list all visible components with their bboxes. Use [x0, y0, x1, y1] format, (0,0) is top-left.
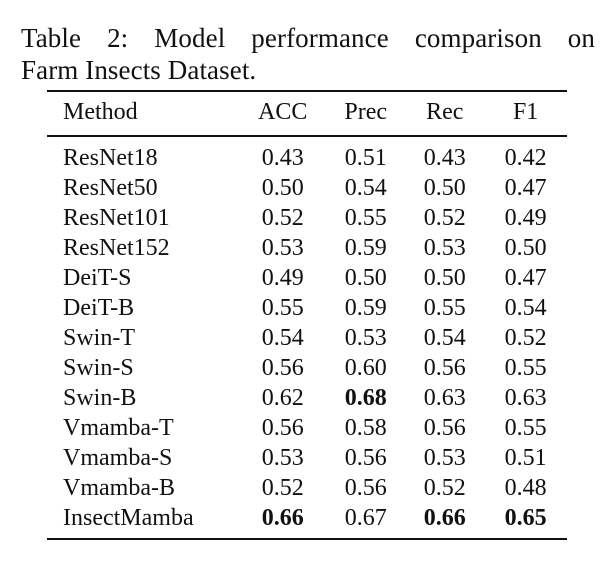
- cell-f1: 0.42: [504, 144, 547, 171]
- table-row: Vmamba-T 0.56 0.58 0.56 0.55: [47, 413, 567, 443]
- cell-f1: 0.54: [504, 294, 547, 321]
- cell-f1: 0.55: [504, 354, 547, 381]
- cell-method: DeiT-B: [63, 294, 135, 321]
- cell-rec: 0.43: [423, 144, 466, 171]
- table-row: DeiT-S 0.49 0.50 0.50 0.47: [47, 263, 567, 293]
- cell-method: Vmamba-S: [63, 444, 173, 471]
- table-body: ResNet18 0.43 0.51 0.43 0.42 ResNet50 0.50 0.54…: [47, 133, 567, 533]
- table-header-rule: [47, 135, 567, 137]
- cell-f1: 0.50: [504, 234, 547, 261]
- cell-prec: 0.54: [344, 174, 387, 201]
- cell-rec: 0.52: [423, 474, 466, 501]
- cell-prec: 0.59: [344, 234, 387, 261]
- cell-acc: 0.52: [261, 204, 304, 231]
- cell-acc: 0.52: [261, 474, 304, 501]
- cell-method: ResNet50: [63, 174, 158, 201]
- cell-method: InsectMamba: [63, 504, 194, 531]
- cell-method: Vmamba-B: [63, 474, 175, 501]
- caption-line-1: Table 2: Model performance comparison on: [21, 23, 595, 53]
- cell-acc: 0.53: [261, 444, 304, 471]
- cell-acc: 0.55: [261, 294, 304, 321]
- cell-acc: 0.56: [261, 414, 304, 441]
- cell-acc: 0.66: [261, 504, 304, 531]
- cell-acc: 0.49: [261, 264, 304, 291]
- cell-prec: 0.58: [344, 414, 387, 441]
- table-row: Swin-S 0.56 0.60 0.56 0.55: [47, 353, 567, 383]
- cell-rec: 0.50: [423, 174, 466, 201]
- cell-rec: 0.66: [423, 504, 466, 531]
- table-row: DeiT-B 0.55 0.59 0.55 0.54: [47, 293, 567, 323]
- column-header-rec: Rec: [426, 99, 464, 125]
- cell-method: DeiT-S: [63, 264, 132, 291]
- table-row: Swin-T 0.54 0.53 0.54 0.52: [47, 323, 567, 353]
- cell-rec: 0.50: [423, 264, 466, 291]
- table-row: ResNet152 0.53 0.59 0.53 0.50: [47, 233, 567, 263]
- cell-f1: 0.48: [504, 474, 547, 501]
- cell-method: ResNet101: [63, 204, 170, 231]
- cell-prec: 0.59: [344, 294, 387, 321]
- table-row: Vmamba-S 0.53 0.56 0.53 0.51: [47, 443, 567, 473]
- results-table: Method ACC Prec Rec F1 ResNet18 0.43 0.51 0…: [47, 92, 567, 533]
- column-header-f1: F1: [512, 99, 539, 125]
- column-header-method: Method: [63, 99, 138, 125]
- cell-rec: 0.52: [423, 204, 466, 231]
- table-row: InsectMamba 0.66 0.67 0.66 0.65: [47, 503, 567, 533]
- table-row: Swin-B 0.62 0.68 0.63 0.63: [47, 383, 567, 413]
- cell-rec: 0.53: [423, 234, 466, 261]
- cell-f1: 0.65: [504, 504, 547, 531]
- cell-rec: 0.55: [423, 294, 466, 321]
- cell-rec: 0.54: [423, 324, 466, 351]
- cell-method: Swin-T: [63, 324, 135, 351]
- cell-method: Swin-S: [63, 354, 134, 381]
- table-row: ResNet101 0.52 0.55 0.52 0.49: [47, 203, 567, 233]
- table-row: ResNet50 0.50 0.54 0.50 0.47: [47, 173, 567, 203]
- cell-prec: 0.60: [344, 354, 387, 381]
- cell-f1: 0.52: [504, 324, 547, 351]
- table-caption: Table 2: Model performance comparison on…: [21, 22, 595, 86]
- cell-prec: 0.55: [344, 204, 387, 231]
- cell-f1: 0.55: [504, 414, 547, 441]
- cell-acc: 0.53: [261, 234, 304, 261]
- table-row: ResNet18 0.43 0.51 0.43 0.42: [47, 143, 567, 173]
- cell-method: ResNet18: [63, 144, 158, 171]
- cell-acc: 0.54: [261, 324, 304, 351]
- cell-f1: 0.51: [504, 444, 547, 471]
- cell-rec: 0.56: [423, 414, 466, 441]
- cell-f1: 0.47: [504, 264, 547, 291]
- cell-prec: 0.51: [344, 144, 387, 171]
- column-header-acc: ACC: [258, 99, 308, 125]
- cell-acc: 0.62: [261, 384, 304, 411]
- cell-acc: 0.43: [261, 144, 304, 171]
- table-row: Vmamba-B 0.52 0.56 0.52 0.48: [47, 473, 567, 503]
- cell-prec: 0.50: [344, 264, 387, 291]
- cell-rec: 0.56: [423, 354, 466, 381]
- cell-prec: 0.67: [344, 504, 387, 531]
- cell-acc: 0.56: [261, 354, 304, 381]
- cell-prec: 0.68: [344, 384, 387, 411]
- cell-prec: 0.53: [344, 324, 387, 351]
- table-top-rule: [47, 90, 567, 92]
- cell-f1: 0.63: [504, 384, 547, 411]
- cell-rec: 0.63: [423, 384, 466, 411]
- cell-method: Vmamba-T: [63, 414, 174, 441]
- cell-f1: 0.47: [504, 174, 547, 201]
- caption-line-2: Farm Insects Dataset.: [21, 55, 257, 85]
- table-body-spacer: [47, 133, 567, 143]
- cell-f1: 0.49: [504, 204, 547, 231]
- cell-acc: 0.50: [261, 174, 304, 201]
- cell-method: ResNet152: [63, 234, 170, 261]
- column-header-prec: Prec: [344, 99, 388, 125]
- cell-prec: 0.56: [344, 444, 387, 471]
- cell-method: Swin-B: [63, 384, 137, 411]
- table-bottom-rule: [47, 538, 567, 540]
- cell-rec: 0.53: [423, 444, 466, 471]
- table-header-row: Method ACC Prec Rec F1: [47, 92, 567, 133]
- cell-prec: 0.56: [344, 474, 387, 501]
